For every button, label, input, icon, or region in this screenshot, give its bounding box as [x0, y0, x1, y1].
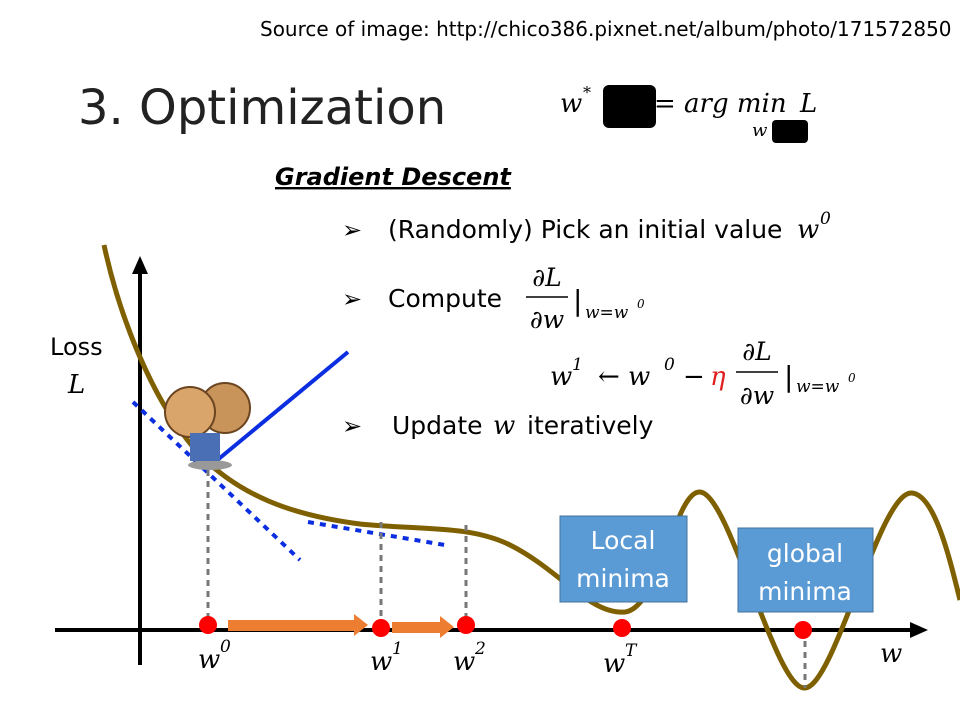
step-text: (Randomly) Pick an initial value	[388, 215, 782, 244]
y-label: Loss	[50, 333, 103, 361]
upd-arrow: ← w	[598, 362, 650, 392]
formula-w: w	[560, 89, 582, 119]
step-text: Compute	[388, 284, 502, 313]
box-text: minima	[758, 577, 852, 606]
point-sup: 0	[220, 637, 231, 657]
title: 3. Optimization	[78, 80, 446, 136]
upd-minus: −	[683, 362, 705, 392]
step-var: w	[797, 215, 819, 245]
tangent-dashed	[131, 400, 302, 562]
bullet: ➢	[342, 412, 362, 440]
redaction	[603, 85, 656, 128]
x-var: w	[880, 639, 902, 669]
bullet: ➢	[342, 285, 362, 313]
points	[199, 616, 812, 639]
eval-sub: w=w	[585, 303, 629, 323]
point-sup: T	[625, 641, 638, 661]
y-var: L	[67, 370, 85, 400]
step-var: w	[493, 411, 515, 441]
formula-under: w	[752, 120, 768, 141]
upd-sup: 0	[664, 355, 675, 375]
eval-subsup: 0	[848, 371, 856, 385]
bullet: ➢	[342, 216, 362, 244]
tangent	[213, 350, 350, 464]
formula-star: *	[583, 83, 591, 102]
character	[164, 382, 251, 470]
point-label: w	[453, 647, 475, 677]
eval-subsup: 0	[637, 297, 645, 311]
point-sup: 1	[392, 639, 403, 659]
upd-eta: η	[710, 362, 726, 392]
point-label: w	[370, 647, 392, 677]
formula-l: L	[799, 89, 817, 119]
source: Source of image: http://chico386.pixnet.…	[260, 17, 952, 41]
label-box	[559, 515, 688, 603]
eval-sub: w=w	[796, 377, 840, 397]
upd-sup: 1	[572, 355, 583, 375]
frac-den: ∂w	[740, 381, 774, 410]
frac-num: ∂L	[742, 337, 772, 366]
section-title: Gradient Descent	[275, 163, 512, 191]
steps-arrows	[228, 614, 454, 638]
upd-w: w	[550, 362, 572, 392]
eval-bar: |	[573, 284, 582, 317]
axis-arrow	[132, 256, 148, 274]
redaction	[772, 120, 808, 143]
step-text: iteratively	[527, 411, 654, 440]
formula-argmin: = arg min	[654, 89, 787, 119]
axis-arrow	[910, 622, 928, 638]
label-box	[737, 527, 874, 613]
point-label: w	[603, 649, 625, 679]
step-sup: 0	[820, 209, 831, 229]
box-text: minima	[576, 564, 670, 593]
point-label: w	[198, 645, 220, 675]
eval-bar: |	[784, 360, 793, 393]
box-text: global	[767, 539, 843, 568]
step-text: Update	[392, 411, 483, 440]
box-text: Local	[591, 526, 656, 555]
frac-den: ∂w	[530, 305, 564, 334]
frac-num: ∂L	[532, 263, 562, 292]
guides	[206, 470, 807, 688]
point-sup: 2	[474, 639, 486, 659]
